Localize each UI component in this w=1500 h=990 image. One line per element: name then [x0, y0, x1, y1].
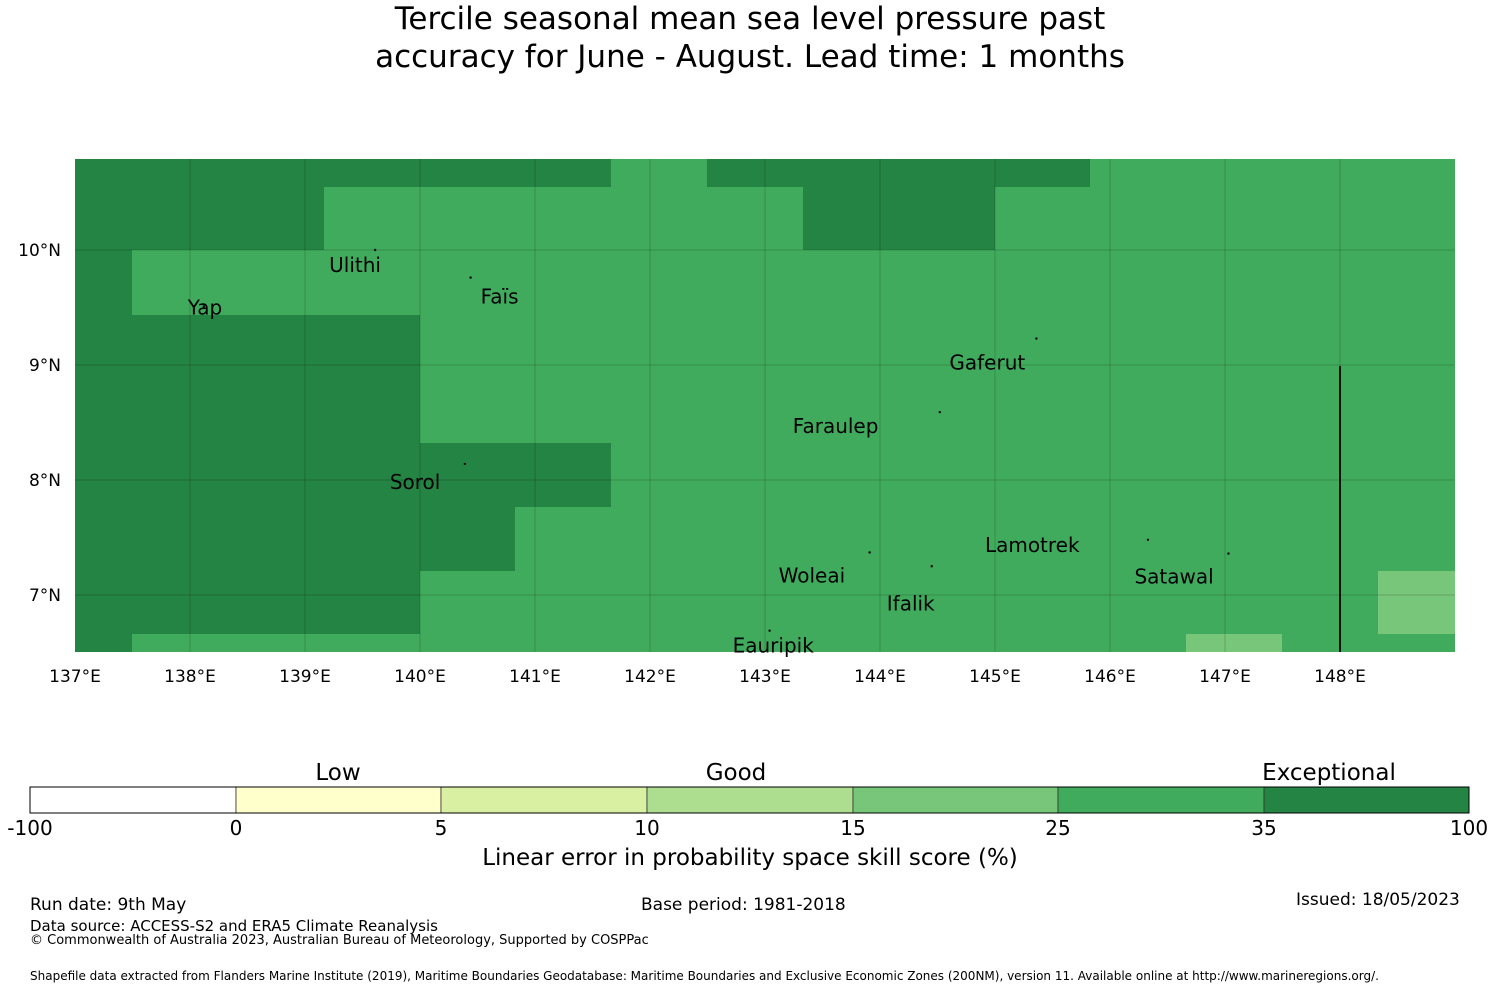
- island-marker: [463, 462, 467, 466]
- longitude-tick-label: 137°E: [49, 667, 101, 687]
- copyright: © Commonwealth of Australia 2023, Austra…: [30, 933, 649, 948]
- colorbar-tick: 100: [1449, 816, 1489, 840]
- shapefile-credit: Shapefile data extracted from Flanders M…: [30, 969, 1379, 983]
- colorbar-category-good: Good: [705, 760, 767, 786]
- island-marker: [930, 565, 933, 568]
- colorbar-segment: [1263, 786, 1470, 814]
- skill-cell-exceptional: [707, 159, 1090, 187]
- island-marker: [373, 248, 377, 252]
- colorbar-segment: [646, 786, 854, 814]
- island-label: Gaferut: [949, 351, 1025, 375]
- colorbar-segment: [29, 786, 237, 814]
- colorbar-segment: [1057, 786, 1265, 814]
- map-title: Tercile seasonal mean sea level pressure…: [0, 0, 1500, 76]
- skill-cell-exceptional: [75, 315, 420, 634]
- longitude-tick-label: 142°E: [624, 667, 676, 687]
- colorbar-segment: [440, 786, 648, 814]
- skill-cell-exceptional: [75, 250, 132, 315]
- data-source: Data source: ACCESS-S2 and ERA5 Climate …: [30, 917, 438, 935]
- latitude-tick-label: 9°N: [29, 356, 61, 376]
- base-period: Base period: 1981-2018: [641, 895, 846, 915]
- longitude-tick-label: 139°E: [279, 667, 331, 687]
- skill-cell-exceptional: [420, 507, 515, 571]
- place-labels: Ulithi Faïs Yap Gaferut Faraulep Sorol Woleai I…: [187, 248, 1230, 658]
- latitude-tick-label: 7°N: [29, 586, 61, 606]
- skill-cell-mid: [1186, 634, 1282, 652]
- colorbar-category-low: Low: [315, 760, 361, 786]
- longitude-tick-label: 147°E: [1199, 667, 1251, 687]
- island-label: Yap: [187, 295, 222, 319]
- island-label: Ifalik: [887, 591, 935, 615]
- issued-date: Issued: 18/05/2023: [1296, 890, 1460, 910]
- island-marker: [938, 410, 941, 414]
- island-label: Lamotrek: [985, 533, 1080, 557]
- map-title-line2: accuracy for June - August. Lead time: 1…: [375, 39, 1125, 75]
- longitude-tick-label: 144°E: [854, 667, 906, 687]
- longitude-tick-label: 140°E: [394, 667, 446, 687]
- skill-cell-exceptional: [75, 187, 324, 250]
- latitude-tick-label: 8°N: [29, 471, 61, 491]
- colorbar-tick: 25: [1045, 816, 1071, 840]
- island-marker: [1146, 538, 1150, 541]
- colorbar-segment: [852, 786, 1059, 814]
- skill-cell-exceptional: [75, 159, 611, 187]
- island-marker: [1227, 552, 1230, 555]
- colorbar-tick: 5: [434, 816, 448, 840]
- island-label: Faraulep: [793, 414, 879, 438]
- colorbar-category-exceptional: Exceptional: [1262, 760, 1396, 786]
- colorbar: [29, 786, 1470, 814]
- island-marker: [868, 551, 871, 554]
- map-title-line1: Tercile seasonal mean sea level pressure…: [394, 1, 1106, 37]
- island-label: Faïs: [481, 285, 519, 309]
- island-marker: [768, 629, 771, 632]
- island-marker: [202, 305, 205, 308]
- island-label: Ulithi: [329, 253, 381, 277]
- skill-cell-exceptional: [420, 443, 611, 507]
- longitude-tick-label: 148°E: [1314, 667, 1366, 687]
- colorbar-frame: [29, 786, 1470, 814]
- graticule: [75, 159, 1455, 652]
- longitude-tick-label: 145°E: [969, 667, 1021, 687]
- longitude-tick-label: 146°E: [1084, 667, 1136, 687]
- island-marker: [1035, 337, 1038, 340]
- colorbar-tick: 10: [634, 816, 660, 840]
- run-date: Run date: 9th May: [30, 895, 187, 915]
- island-label: Eauripik: [733, 634, 815, 658]
- colorbar-tick: 0: [229, 816, 243, 840]
- island-label: Sorol: [390, 470, 441, 494]
- colorbar-tick: 35: [1251, 816, 1277, 840]
- longitude-tick-label: 141°E: [509, 667, 561, 687]
- colorbar-tick: 15: [840, 816, 866, 840]
- colorbar-label: Linear error in probability space skill …: [482, 845, 1018, 871]
- skill-cell-mid: [1378, 571, 1455, 634]
- latitude-tick-label: 10°N: [18, 241, 61, 261]
- skill-grid: [75, 159, 1455, 652]
- longitude-ticks: 137°E 138°E 139°E 140°E 141°E 142°E 143°E 144°E…: [49, 667, 1366, 687]
- longitude-tick-label: 143°E: [739, 667, 791, 687]
- island-label: Woleai: [779, 563, 846, 587]
- island-marker: [469, 276, 472, 279]
- longitude-tick-label: 138°E: [164, 667, 216, 687]
- skill-cell-exceptional: [75, 634, 132, 652]
- skill-cell-exceptional: [803, 187, 995, 250]
- colorbar-tick: -100: [7, 816, 53, 840]
- latitude-ticks: 10°N 9°N 8°N 7°N: [18, 241, 61, 606]
- island-label: Satawal: [1134, 565, 1213, 589]
- colorbar-segment: [235, 786, 442, 814]
